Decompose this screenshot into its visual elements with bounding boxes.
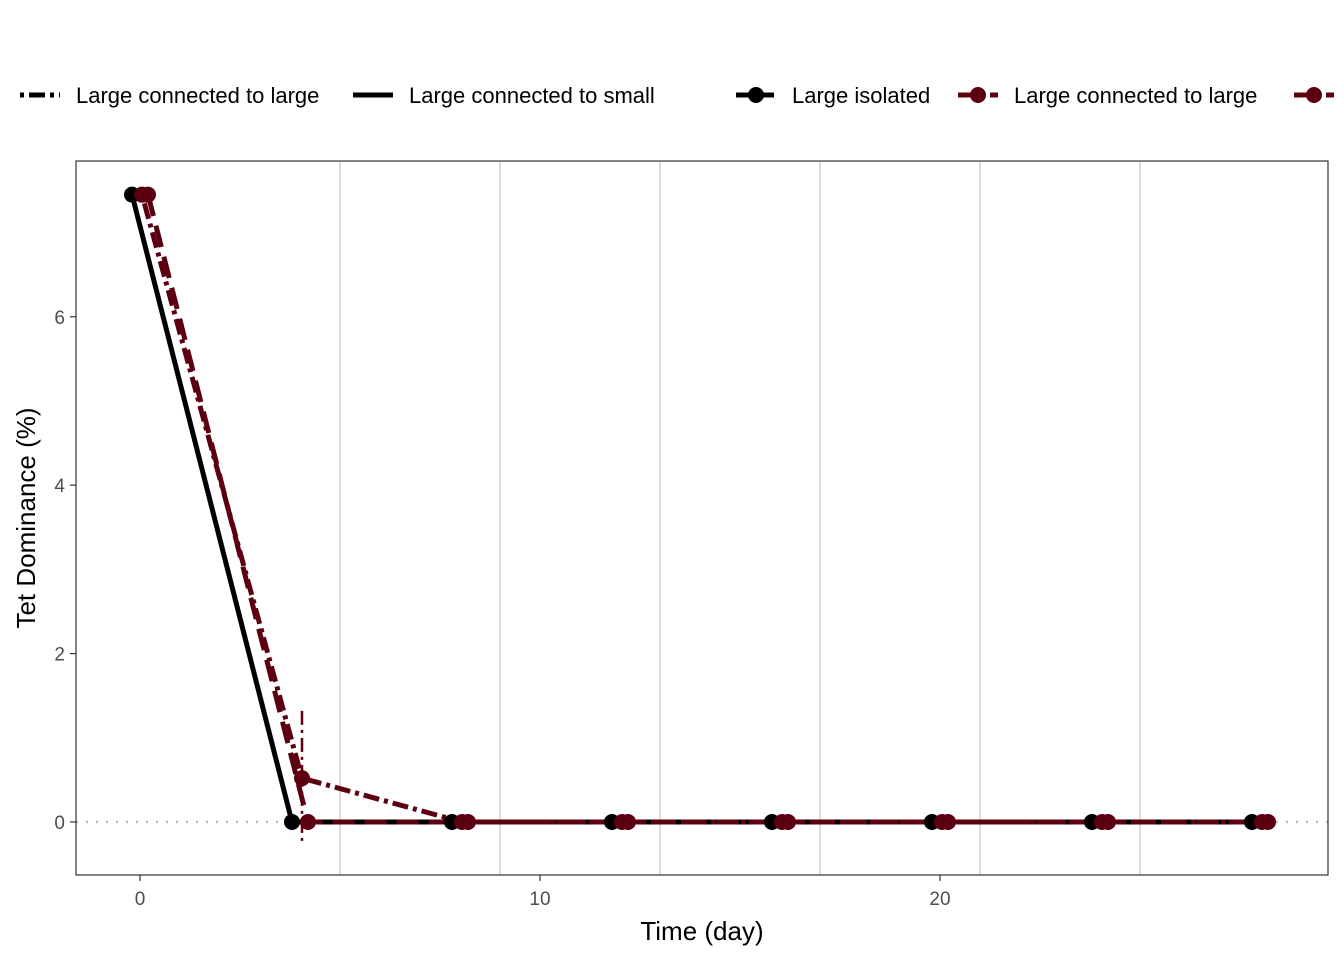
y-tick-label: 4 [54,476,65,497]
legend: Large connected to large Large connected … [20,83,1334,108]
y-tick-label: 0 [54,813,65,834]
legend-label: Large connected to large [1014,83,1257,108]
legend-label: Large isolated [792,83,930,108]
data-point [780,813,796,830]
x-axis-title: Time (day) [640,916,763,946]
legend-label: Large connected to small [409,83,655,108]
y-tick-label: 6 [54,308,65,329]
data-point [460,813,476,830]
data-point [1100,813,1116,830]
legend-key-point [970,87,986,103]
x-tick-label: 20 [929,889,950,910]
plot-panel-background [76,161,1328,875]
data-point [620,813,636,830]
series-line [145,194,1268,825]
data-point [140,186,156,203]
legend-key-point [748,87,764,103]
y-axis-title: Tet Dominance (%) [11,407,41,628]
y-tick-label: 2 [54,645,65,666]
legend-label: Large connected to large [76,83,319,108]
data-point [940,813,956,830]
data-point [284,813,300,830]
legend-key-point [1306,87,1322,103]
plot-panel-border [75,160,1329,876]
x-tick-label: 10 [529,889,550,910]
x-tick-label: 0 [135,889,146,910]
data-point [1260,813,1276,830]
data-point [300,813,316,830]
data-point [294,770,310,787]
